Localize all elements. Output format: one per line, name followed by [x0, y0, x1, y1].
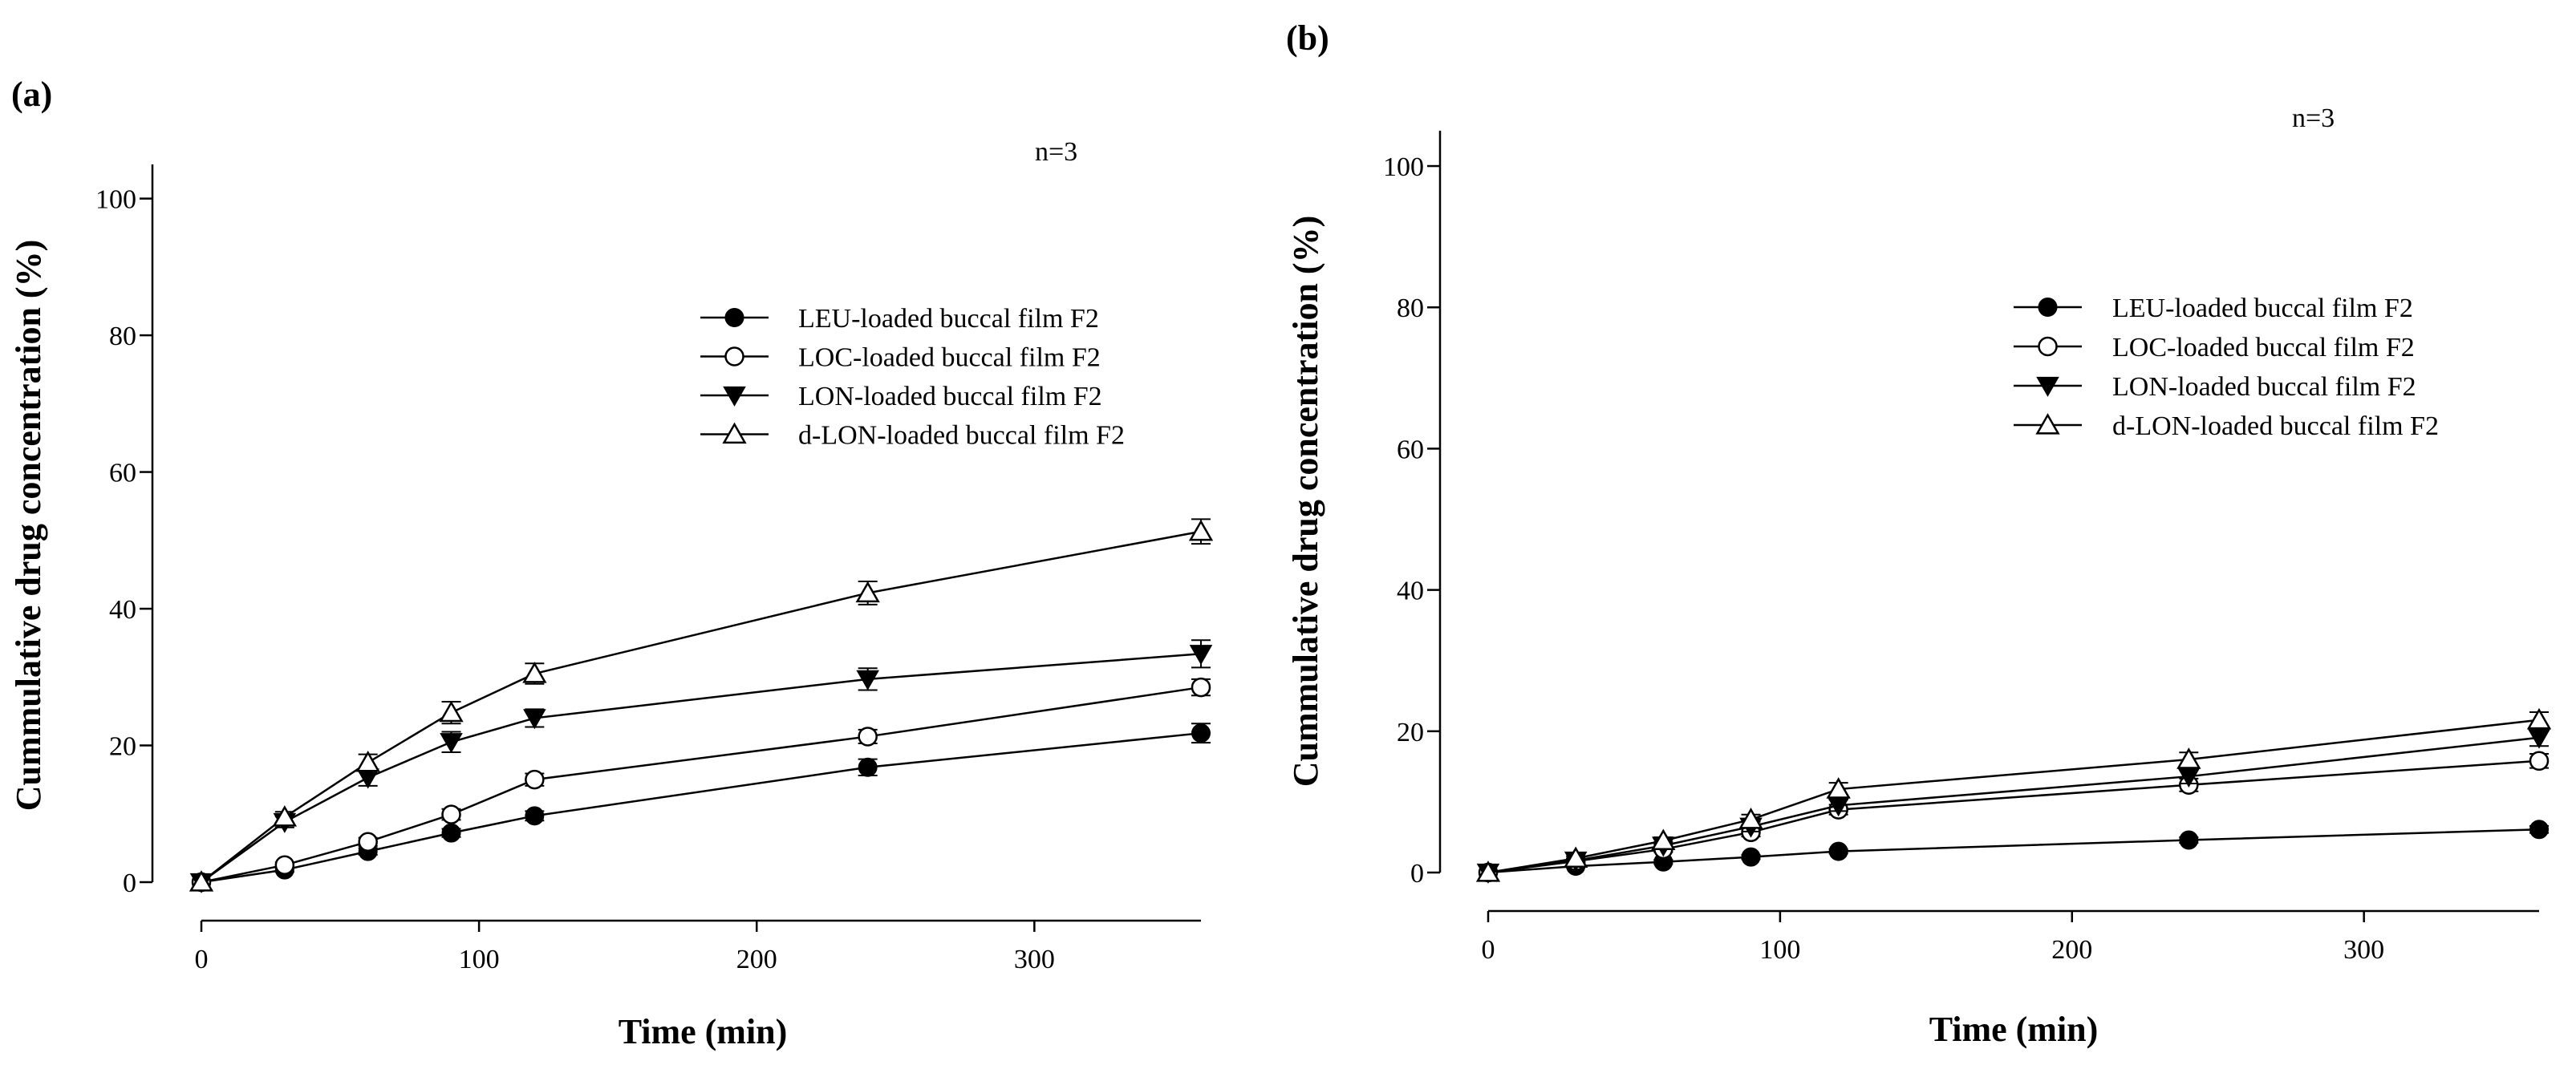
legend-marker — [724, 308, 744, 327]
data-point — [1191, 677, 1211, 698]
data-point — [274, 855, 295, 875]
x-axis-title: Time (min) — [619, 1012, 788, 1051]
legend-marker — [2035, 413, 2060, 435]
data-point — [356, 768, 379, 789]
legend: LEU-loaded buccal film F2 LOC-loaded bucc… — [2014, 294, 2439, 441]
legend-label: LON-loaded buccal film F2 — [798, 382, 1102, 411]
series-line — [201, 530, 1202, 883]
legend-label: LEU-loaded buccal film F2 — [798, 304, 1099, 334]
y-axis-title: Cummulative drug concentration (%) — [1286, 216, 1325, 788]
y-axis-title: Cummulative drug concentration (%) — [9, 240, 48, 812]
y-tick-label: 0 — [1410, 859, 1424, 889]
x-tick-label: 200 — [2051, 935, 2092, 965]
data-point — [522, 662, 547, 683]
data-point — [525, 806, 545, 826]
data-point — [523, 709, 546, 730]
legend-marker — [2038, 298, 2058, 317]
data-point — [355, 750, 380, 772]
legend-label: LEU-loaded buccal film F2 — [2112, 294, 2413, 323]
series-line — [201, 686, 1202, 884]
series-1 — [192, 723, 1211, 892]
x-tick-label: 200 — [736, 945, 777, 974]
legend-label: d-LON-loaded buccal film F2 — [2112, 411, 2439, 441]
x-tick-label: 0 — [195, 945, 209, 974]
data-point — [1564, 846, 1588, 869]
series-4 — [1475, 707, 2552, 882]
series-2 — [1478, 751, 2550, 883]
legend-marker — [2036, 376, 2059, 397]
legend-marker — [724, 346, 744, 366]
data-point — [441, 823, 461, 843]
x-tick-label: 0 — [1482, 935, 1495, 965]
legend: LEU-loaded buccal film F2 LOC-loaded bucc… — [700, 304, 1125, 451]
series-line — [201, 731, 1202, 884]
x-tick-label: 300 — [2343, 935, 2384, 965]
data-point — [1651, 828, 1676, 851]
legend-label: LOC-loaded buccal film F2 — [2112, 333, 2415, 362]
y-tick-label: 20 — [109, 732, 136, 762]
y-tick-label: 80 — [109, 322, 136, 351]
data-point — [1475, 861, 1501, 882]
panel-label: (a) — [11, 75, 52, 114]
sample-size-annotation: n=3 — [2292, 103, 2335, 133]
y-tick-label: 60 — [1397, 435, 1424, 464]
data-point — [2529, 751, 2550, 771]
y-tick-label: 100 — [1383, 152, 1424, 182]
data-point — [1828, 841, 1848, 861]
series-line — [201, 653, 1202, 884]
data-point — [440, 733, 463, 754]
data-point — [439, 700, 464, 723]
x-axis-title: Time (min) — [1929, 1010, 2099, 1049]
data-point — [858, 757, 878, 777]
y-tick-label: 0 — [123, 869, 136, 898]
x-tick-label: 300 — [1014, 945, 1055, 974]
data-point — [2179, 830, 2199, 850]
y-tick-label: 20 — [1397, 718, 1424, 747]
data-point — [525, 769, 545, 790]
y-tick-label: 60 — [109, 459, 136, 488]
series-line — [1487, 759, 2540, 874]
series-1 — [1479, 820, 2549, 882]
series-2 — [191, 677, 1211, 893]
data-point — [2176, 747, 2201, 769]
data-point — [2526, 707, 2552, 730]
legend-marker — [2038, 336, 2058, 357]
x-tick-label: 100 — [1759, 935, 1800, 965]
legend-label: d-LON-loaded buccal film F2 — [798, 421, 1125, 451]
y-tick-label: 40 — [1397, 577, 1424, 606]
data-point — [858, 727, 878, 747]
series-4 — [189, 518, 1214, 892]
series-3 — [189, 639, 1213, 893]
legend-marker — [722, 422, 747, 444]
data-point — [1826, 777, 1851, 799]
data-point — [441, 804, 461, 824]
y-tick-label: 100 — [95, 185, 136, 215]
y-tick-label: 80 — [1397, 294, 1424, 323]
legend-label: LOC-loaded buccal film F2 — [798, 343, 1101, 373]
data-point — [272, 805, 297, 827]
data-point — [1738, 808, 1763, 829]
data-point — [1189, 645, 1213, 666]
data-point — [1191, 723, 1211, 743]
series-3 — [1476, 728, 2551, 884]
data-point — [855, 581, 880, 603]
y-tick-label: 40 — [109, 595, 136, 625]
data-point — [2529, 820, 2549, 840]
legend-label: LON-loaded buccal film F2 — [2112, 372, 2416, 402]
x-tick-label: 100 — [459, 945, 500, 974]
panel-label: (b) — [1286, 18, 1329, 58]
data-point — [358, 832, 378, 852]
panel-a: (a) n=3 0 20 40 60 80 100 0 100 200 300 Time (min) Cu… — [9, 75, 1214, 1051]
data-point — [1741, 847, 1761, 867]
data-point — [1188, 519, 1214, 541]
sample-size-annotation: n=3 — [1035, 137, 1077, 167]
data-point — [856, 670, 879, 690]
data-point — [189, 870, 214, 892]
panel-b: (b) n=3 0 20 40 60 80 100 0 100 200 300 Time (min) Cu… — [1286, 18, 2552, 1049]
legend-marker — [723, 386, 746, 407]
